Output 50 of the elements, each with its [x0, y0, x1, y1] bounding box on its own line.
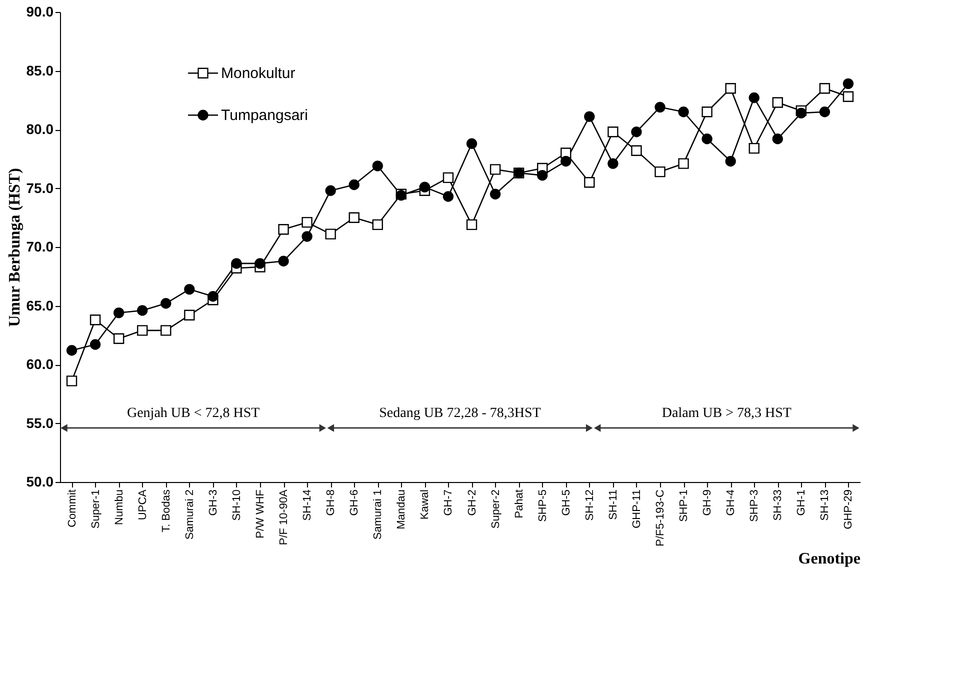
x-tick-label: SH-10: [230, 490, 243, 521]
y-tick-label: 90.0: [26, 4, 54, 20]
x-tick-label: Samurai 2: [184, 490, 196, 540]
x-tick-label: SHP-3: [748, 490, 761, 522]
x-tick-label: Samurai 1: [372, 490, 384, 540]
y-tick-label: 50.0: [26, 474, 54, 490]
x-tick-label: SH-12: [584, 490, 596, 521]
x-tick-label: Super-2: [490, 490, 502, 529]
x-tick-label: GH-9: [702, 490, 714, 516]
annotation: Sedang UB 72,28 - 78,3HST: [379, 406, 542, 421]
x-tick-label: GH-6: [348, 490, 361, 516]
x-tick-label: P/F 10-90A: [278, 488, 290, 546]
x-tick-label: T. Bodas: [160, 489, 172, 532]
x-tick-label: Numbu: [113, 490, 126, 525]
annotation: Genjah UB < 72,8 HST: [126, 406, 260, 421]
y-tick-label: 60.0: [26, 356, 54, 372]
legend-label: Monokultur: [221, 65, 296, 82]
x-tick-label: GH-4: [725, 490, 738, 516]
legend-label: Tumpangsari: [221, 107, 308, 124]
x-tick-label: SHP-5: [536, 490, 549, 522]
x-tick-label: GH-1: [796, 490, 808, 516]
x-tick-label: GH-7: [442, 490, 455, 516]
x-tick-label: GHP-29: [842, 490, 855, 530]
x-tick-label: Super-1: [90, 490, 102, 529]
x-tick-label: SH-33: [772, 490, 784, 521]
x-tick-label: Mandau: [396, 490, 408, 530]
y-tick-label: 65.0: [26, 297, 54, 314]
y-tick-label: 55.0: [26, 414, 54, 431]
x-tick-label: GH-5: [560, 490, 572, 516]
annotation: Dalam UB > 78,3 HST: [662, 406, 792, 421]
y-axis-title: Umur Berbunga (HST): [6, 168, 24, 327]
x-tick-label: SH-14: [302, 490, 314, 521]
x-tick-label: UPCA: [136, 488, 149, 520]
x-axis-title: Genotipe: [798, 550, 860, 568]
x-tick-label: SH-11: [607, 490, 620, 520]
x-tick-label: Kawal: [419, 490, 432, 520]
x-tick-label: GH-2: [466, 490, 478, 516]
y-tick-label: 75.0: [26, 180, 54, 196]
y-tick-label: 85.0: [26, 62, 54, 78]
x-tick-label: Commit: [66, 490, 78, 528]
x-tick-label: SH-13: [819, 490, 832, 521]
x-tick-label: Pahat: [513, 490, 526, 518]
x-tick-label: GH-3: [207, 490, 220, 516]
x-tick-label: GHP-11: [630, 490, 643, 528]
y-tick-label: 80.0: [26, 121, 54, 137]
x-tick-label: SHP-1: [678, 490, 690, 522]
x-tick-label: P/W WHF: [254, 489, 266, 538]
y-tick-label: 70.0: [26, 238, 54, 254]
x-tick-label: GH-8: [325, 490, 338, 516]
x-tick-label: P/F5-193-C: [654, 489, 666, 546]
